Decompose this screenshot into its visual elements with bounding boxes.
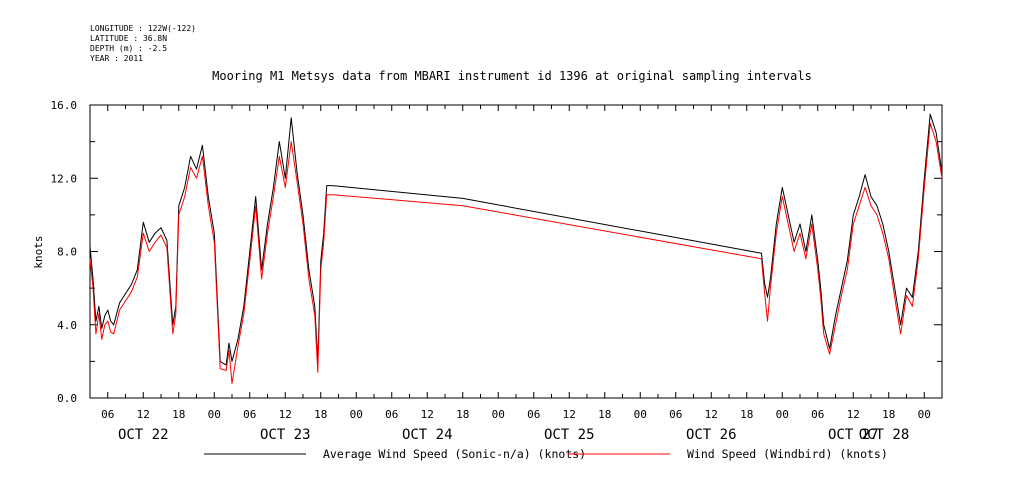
x-tick-label: 00 <box>918 408 931 421</box>
x-tick-label: 12 <box>279 408 292 421</box>
series-line-wind-speed-windbird <box>89 122 943 384</box>
day-label: OCT 25 <box>544 427 595 443</box>
meta-line-depth: DEPTH (m) : -2.5 <box>90 44 167 53</box>
legend-label-average-wind-speed: Average Wind Speed (Sonic-n/a) (knots) <box>323 447 586 461</box>
metadata-block: LONGITUDE : 122W(-122) LATITUDE : 36.8N … <box>90 24 196 63</box>
x-tick-label: 06 <box>385 408 398 421</box>
plot-frame <box>89 104 943 399</box>
x-tick-label: 06 <box>811 408 824 421</box>
x-tick-label: 12 <box>563 408 576 421</box>
meta-line-year: YEAR : 2011 <box>90 54 143 63</box>
y-tick-label: 8.0 <box>57 246 77 259</box>
y-tick-label: 4.0 <box>57 319 77 332</box>
x-tick-label: 00 <box>634 408 647 421</box>
x-tick-label: 18 <box>456 408 469 421</box>
y-tick-label: 16.0 <box>51 99 78 112</box>
x-tick-label: 00 <box>208 408 221 421</box>
y-axis-label: knots <box>32 235 45 268</box>
series-layer <box>89 113 943 384</box>
x-tick-label: 18 <box>740 408 753 421</box>
x-tick-label: 18 <box>314 408 327 421</box>
x-tick-label: 12 <box>137 408 150 421</box>
x-tick-label: 00 <box>776 408 789 421</box>
day-label: OCT 28 <box>859 427 910 443</box>
day-label: OCT 22 <box>118 427 169 443</box>
y-tick-label: 0.0 <box>57 392 77 405</box>
meta-line-longitude: LONGITUDE : 122W(-122) <box>90 24 196 33</box>
axes-group: 0.0 4.0 8.0 12.0 16.0 06 12 18 00 06 12 18 00 06 12 18 0… <box>51 99 942 443</box>
x-tick-label: 00 <box>492 408 505 421</box>
x-tick-label: 06 <box>669 408 682 421</box>
meta-line-latitude: LATITUDE : 36.8N <box>90 34 167 43</box>
legend-label-wind-speed-windbird: Wind Speed (Windbird) (knots) <box>687 447 888 461</box>
day-label: OCT 23 <box>260 427 311 443</box>
x-tick-label: 12 <box>705 408 718 421</box>
chart-title: Mooring M1 Metsys data from MBARI instru… <box>212 69 812 83</box>
day-label: OCT 24 <box>402 427 453 443</box>
day-label: OCT 27 <box>828 427 879 443</box>
legend: Average Wind Speed (Sonic-n/a) (knots) W… <box>204 447 888 461</box>
x-tick-label: 18 <box>172 408 185 421</box>
x-tick-label: 06 <box>101 408 114 421</box>
x-tick-label: 00 <box>350 408 363 421</box>
x-tick-label: 18 <box>882 408 895 421</box>
day-label: OCT 26 <box>686 427 737 443</box>
series-line-average-wind-speed <box>89 113 943 366</box>
x-tick-label: 06 <box>527 408 540 421</box>
x-tick-label: 18 <box>598 408 611 421</box>
x-tick-label: 12 <box>421 408 434 421</box>
y-tick-label: 12.0 <box>51 172 78 185</box>
x-tick-label: 06 <box>243 408 256 421</box>
x-tick-label: 12 <box>847 408 860 421</box>
